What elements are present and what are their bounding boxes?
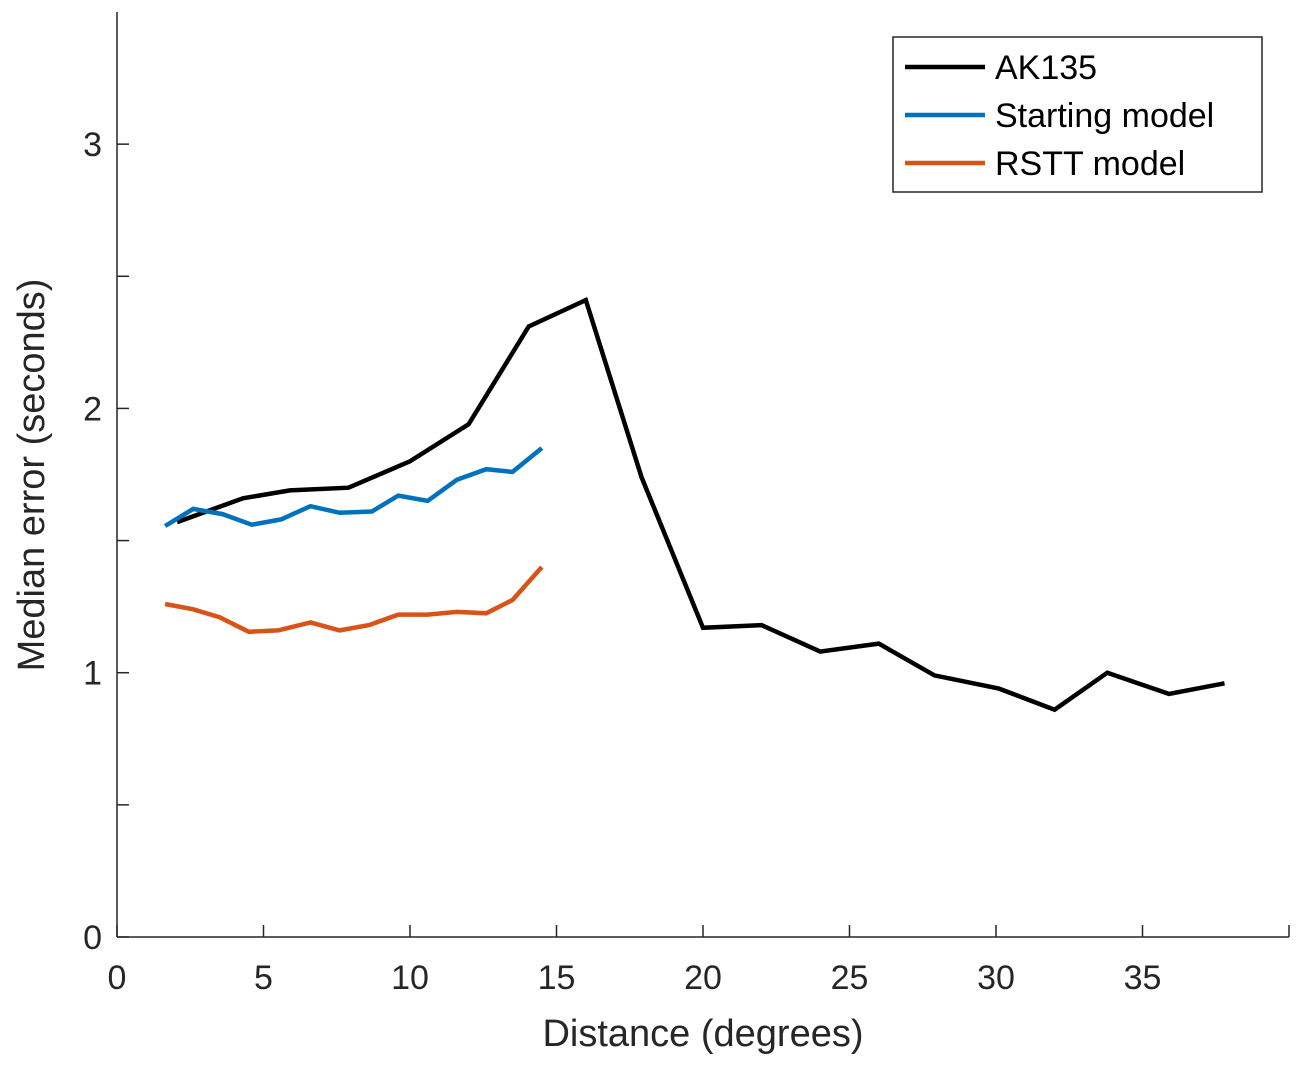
y-tick-label: 0 — [83, 919, 102, 957]
x-tick-label: 20 — [684, 959, 722, 997]
series-line-rstt-model — [164, 565, 544, 635]
y-tick-label: 3 — [83, 126, 102, 164]
axes: 0 5 10 15 20 25 30 35 0 1 2 3 — [83, 12, 1290, 997]
x-tick-label: 0 — [108, 959, 127, 997]
series-line-ak135 — [176, 296, 1225, 713]
x-axis-title: Distance (degrees) — [542, 1013, 863, 1055]
legend-label: Starting model — [995, 97, 1214, 135]
x-tick-label: 25 — [831, 959, 869, 997]
legend-label: AK135 — [995, 49, 1097, 87]
series-group — [163, 296, 1225, 713]
x-tick-label: 15 — [538, 959, 576, 997]
legend-label: RSTT model — [995, 145, 1185, 183]
y-axis-title: Median error (seconds) — [11, 279, 53, 672]
x-tick-label: 5 — [254, 959, 273, 997]
y-tick-label: 1 — [83, 655, 102, 693]
series-line-starting-model — [163, 446, 544, 528]
x-tick-label: 35 — [1124, 959, 1162, 997]
legend: AK135 Starting model RSTT model — [892, 36, 1263, 193]
x-tick-label: 30 — [977, 959, 1015, 997]
x-tick-label: 10 — [391, 959, 429, 997]
y-tick-label: 2 — [83, 390, 102, 428]
